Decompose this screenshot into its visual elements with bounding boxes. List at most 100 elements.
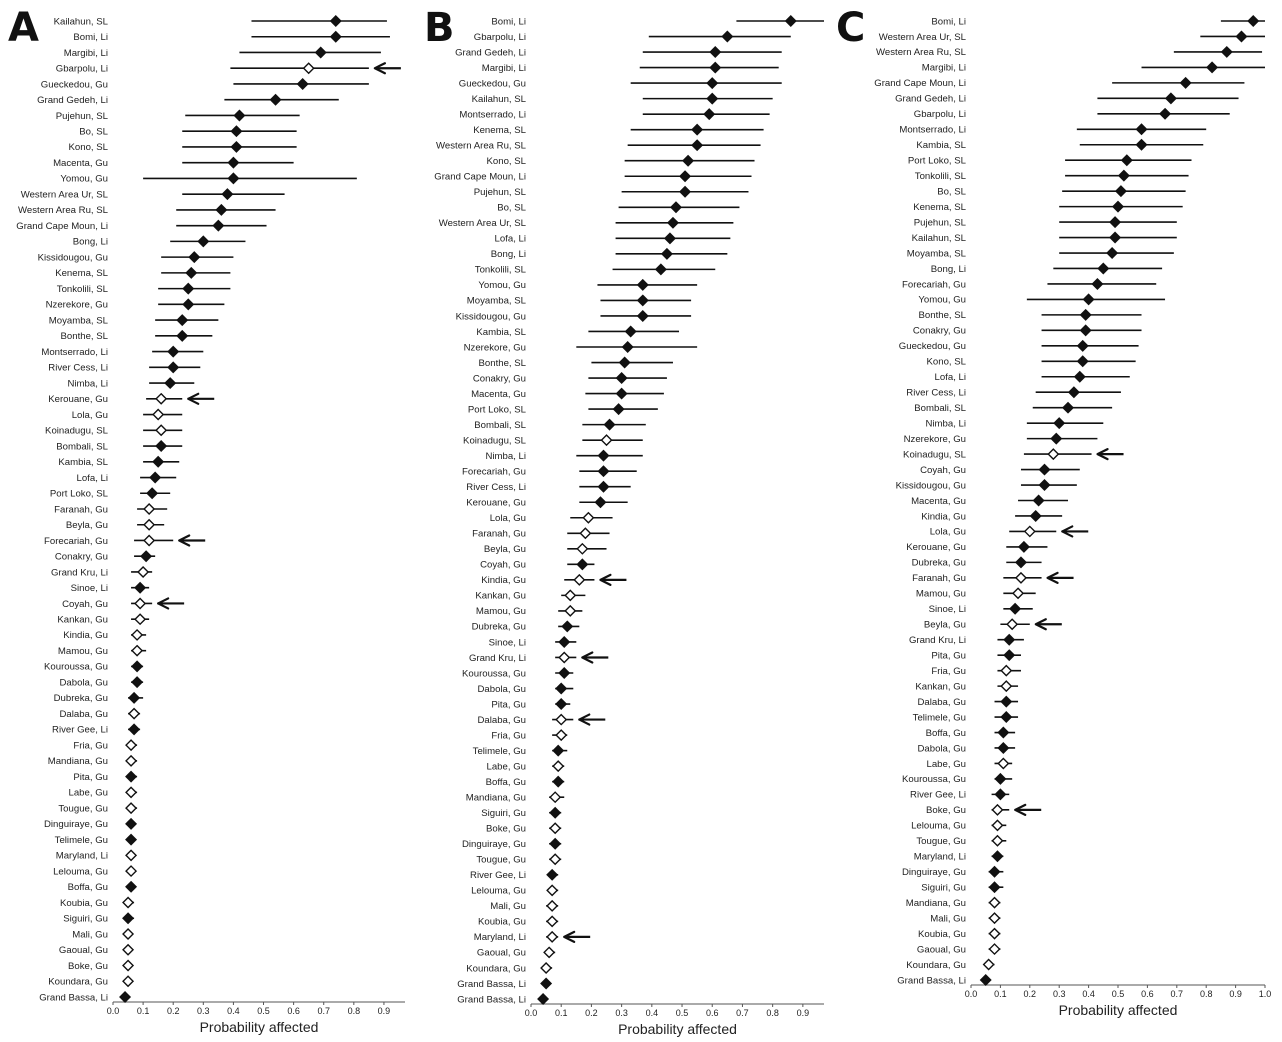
point-estimate-open <box>602 435 612 445</box>
region-label: Lola, Gu <box>72 410 108 421</box>
region-label: Dinguiraye, Gu <box>44 819 108 830</box>
region-label: Dalaba, Gu <box>477 715 526 726</box>
point-estimate-filled <box>1063 403 1073 413</box>
point-estimate-filled <box>995 789 1005 799</box>
point-estimate-filled <box>1166 93 1176 103</box>
region-label: Bonthe, SL <box>919 310 967 321</box>
point-estimate-open <box>1001 666 1011 676</box>
region-label: Yomou, Gu <box>918 295 966 306</box>
point-estimate-open <box>544 947 554 957</box>
region-label: Siguiri, Gu <box>921 882 966 893</box>
region-label: Mali, Gu <box>72 929 108 940</box>
point-estimate-open <box>992 836 1002 846</box>
x-tick-label: 0.7 <box>317 1006 330 1016</box>
point-estimate-filled <box>598 466 608 476</box>
point-estimate-open <box>550 792 560 802</box>
point-estimate-filled <box>707 78 717 88</box>
point-estimate-open <box>547 932 557 942</box>
region-label: Dabola, Gu <box>917 743 966 754</box>
point-estimate-filled <box>331 32 341 42</box>
region-label: Tonkolili, SL <box>57 284 109 295</box>
point-estimate-filled <box>177 331 187 341</box>
point-estimate-filled <box>680 187 690 197</box>
region-label: Kerouane, Gu <box>48 394 108 405</box>
region-label: Pita, Gu <box>491 699 526 710</box>
panel-letter: A <box>8 5 39 51</box>
arrow-indicator <box>1062 526 1088 536</box>
region-label: Kerouane, Gu <box>466 498 526 509</box>
point-estimate-open <box>153 410 163 420</box>
region-label: Gbarpolu, Li <box>474 32 526 43</box>
point-estimate-filled <box>692 140 702 150</box>
point-estimate-filled <box>183 299 193 309</box>
region-label: Bo, SL <box>937 186 966 197</box>
arrow-indicator <box>1015 805 1041 815</box>
point-estimate-open <box>990 944 1000 954</box>
chart-panel-a: A 0.0 0.1 0.2 0.3 0.4 0.5 0.6 0.7 0.8 0.9 Probabili… <box>8 5 405 1035</box>
point-estimate-filled <box>692 125 702 135</box>
x-tick-label: 0.3 <box>1053 989 1066 999</box>
point-estimate-filled <box>556 684 566 694</box>
region-label: Fria, Gu <box>73 740 108 751</box>
x-tick-label: 0.6 <box>1141 989 1154 999</box>
region-label: Forecariah, Gu <box>44 536 108 547</box>
point-estimate-filled <box>547 870 557 880</box>
point-estimate-filled <box>623 342 633 352</box>
region-label: Grand Bassa, Li <box>457 979 526 990</box>
point-estimate-filled <box>722 32 732 42</box>
point-estimate-filled <box>617 389 627 399</box>
region-label: Bomi, Li <box>491 16 526 27</box>
region-label: Kouroussa, Gu <box>902 774 966 785</box>
region-label: Tonkolili, SL <box>915 171 967 182</box>
x-tick-label: 0.2 <box>167 1006 180 1016</box>
point-estimate-filled <box>186 268 196 278</box>
region-label: Kankan, Gu <box>57 614 108 625</box>
point-estimate-filled <box>620 358 630 368</box>
region-label: Gbarpolu, Li <box>56 64 108 75</box>
region-label: Lelouma, Gu <box>53 866 108 877</box>
point-estimate-filled <box>553 777 563 787</box>
point-estimate-filled <box>147 488 157 498</box>
region-label: Grand Bassa, Li <box>457 994 526 1005</box>
point-estimate-open <box>144 520 154 530</box>
region-label: Gbarpolu, Li <box>914 109 966 120</box>
arrow-indicator <box>1048 573 1074 583</box>
point-estimate-filled <box>213 221 223 231</box>
point-estimate-filled <box>595 497 605 507</box>
point-estimate-filled <box>668 218 678 228</box>
region-label: Pujehun, SL <box>56 111 109 122</box>
point-estimate-filled <box>1236 31 1246 41</box>
point-estimate-filled <box>1034 496 1044 506</box>
region-label: Bong, Li <box>931 264 966 275</box>
point-estimate-filled <box>998 743 1008 753</box>
region-label: Coyah, Gu <box>62 599 108 610</box>
point-estimate-filled <box>1004 635 1014 645</box>
x-tick-label: 0.6 <box>706 1008 719 1018</box>
x-axis-title: Probability affected <box>618 1021 737 1037</box>
region-label: Lola, Gu <box>930 527 966 538</box>
x-axis-title: Probability affected <box>1059 1002 1178 1018</box>
region-label: Nzerekore, Gu <box>464 342 526 353</box>
region-label: Lola, Gu <box>490 513 526 524</box>
point-estimate-filled <box>1113 202 1123 212</box>
x-tick-label: 0.9 <box>1229 989 1242 999</box>
region-label: Maryland, Li <box>474 932 526 943</box>
point-estimate-filled <box>1051 434 1061 444</box>
region-label: Koinadugu, SL <box>463 435 527 446</box>
region-label: River Cess, Li <box>906 388 966 399</box>
point-estimate-filled <box>271 95 281 105</box>
region-label: Faranah, Gu <box>912 573 966 584</box>
point-estimate-open <box>132 630 142 640</box>
region-label: Bombali, SL <box>474 420 526 431</box>
arrow-indicator <box>158 598 184 608</box>
point-estimate-filled <box>614 404 624 414</box>
point-estimate-filled <box>1122 155 1132 165</box>
point-estimate-filled <box>683 156 693 166</box>
region-label: Tonkolili, SL <box>475 265 527 276</box>
region-label: Boke, Gu <box>926 805 966 816</box>
region-label: Grand Cape Moun, Li <box>434 172 526 183</box>
point-estimate-filled <box>1081 310 1091 320</box>
point-estimate-filled <box>331 16 341 26</box>
region-label: Lofa, Li <box>495 234 526 245</box>
region-label: Mamou, Gu <box>58 646 108 657</box>
